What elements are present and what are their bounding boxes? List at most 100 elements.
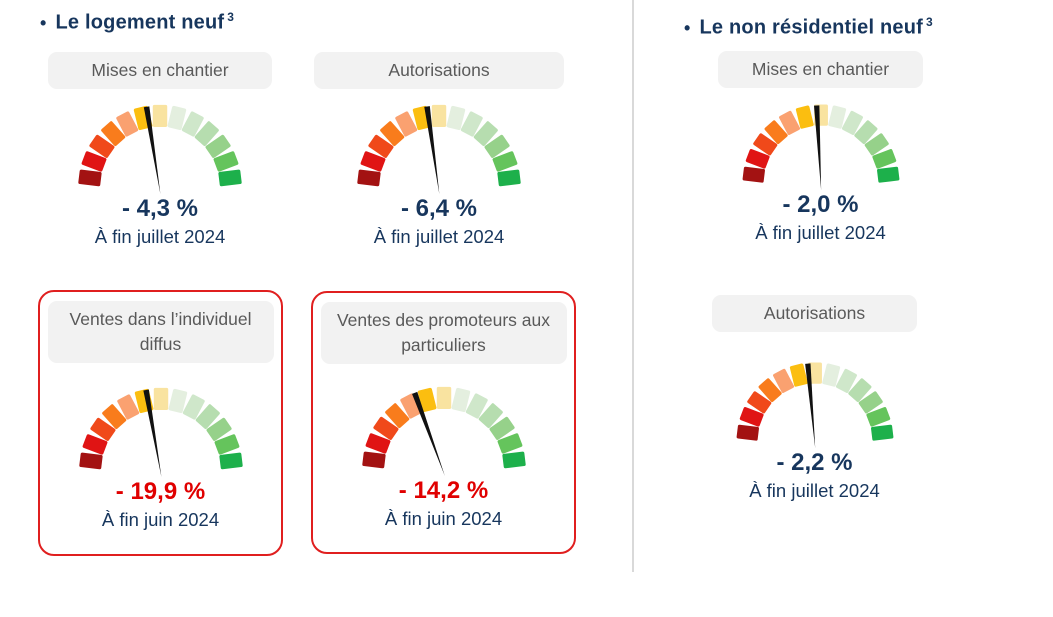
gauge-segment (865, 406, 890, 427)
gauge-segment (858, 391, 883, 414)
gauge-card-logement-autorisations: Autorisations - 6,4 % À fin juillet 2024 (314, 52, 564, 248)
gauge-card-logement-mises-en-chantier: Mises en chantier - 4,3 % À fin juillet 20… (48, 52, 272, 248)
bullet-marker: • (684, 17, 691, 38)
gauge-card-ventes-promoteurs-particuliers: Ventes des promoteurs aux particuliers - … (311, 291, 576, 554)
gauge-segment (357, 169, 381, 187)
gauge-segment (478, 402, 503, 428)
gauge-segment (451, 387, 470, 412)
gauge-label: Ventes des promoteurs aux particuliers (320, 302, 567, 364)
gauge-value: - 6,4 % (400, 194, 478, 222)
gauge-segment (870, 424, 893, 441)
gauge-needle (142, 389, 161, 477)
bullet-marker: • (40, 12, 47, 33)
gauge-value: - 19,9 % (115, 477, 206, 505)
gauge-segment (101, 121, 126, 146)
gauge-segment (489, 416, 515, 440)
gauge-card-nonres-autorisations: Autorisations - 2,2 % À fin juillet 2024 (712, 295, 917, 502)
gauge-caption: À fin juillet 2024 (749, 479, 880, 501)
gauge-segment (864, 133, 889, 156)
gauge-segment (492, 151, 518, 172)
gauge-segment (218, 452, 243, 469)
gauge-value: - 4,3 % (121, 194, 199, 222)
gauge-segment (853, 120, 877, 144)
gauge-segment (821, 363, 840, 387)
gauge-needle (804, 363, 815, 449)
gauge-chart (736, 362, 893, 449)
gauge-label: Ventes dans l’individuel diffus (47, 301, 274, 363)
gauge-chart (742, 104, 899, 191)
gauge-segment (465, 393, 488, 419)
gauge-segment (360, 151, 386, 172)
gauge-segment (497, 169, 521, 187)
gauge-segment (847, 378, 871, 402)
gauge-segment (431, 104, 447, 127)
gauge-segment (778, 110, 800, 135)
gauge-chart (78, 104, 242, 194)
gauge-segment (78, 452, 103, 469)
gauge-caption: À fin juin 2024 (384, 507, 503, 529)
gauge-segment (752, 133, 777, 156)
gauge-card-ventes-individuel-diffus: Ventes dans l’individuel diffus - 19,9 % À… (38, 290, 283, 556)
gauge-value: - 2,2 % (776, 448, 853, 476)
gauge-needle (411, 391, 445, 476)
gauge-segment (167, 105, 187, 130)
footnote-ref: 3 (926, 15, 933, 29)
gauge-needle (813, 105, 821, 191)
gauge-segment (89, 134, 115, 158)
gauge-segment (497, 432, 522, 454)
gauge-segment (81, 151, 107, 172)
section-title-text: Le non résidentiel neuf (699, 16, 924, 39)
gauge-segment (841, 110, 863, 135)
gauge-segment (89, 417, 115, 441)
gauge-segment (807, 362, 822, 384)
gauge-card-nonres-mises-en-chantier: Mises en chantier - 2,0 % À fin juillet 20… (718, 51, 923, 244)
gauge-segment (745, 148, 770, 169)
section-title-logement: • Le logement neuf 3 (40, 10, 234, 35)
gauge-segment (218, 169, 242, 187)
gauge-segment (746, 391, 771, 414)
gauge-segment (395, 111, 418, 137)
gauge-segment (182, 394, 205, 420)
gauge-caption: À fin juillet 2024 (373, 225, 505, 247)
gauge-segment (380, 121, 405, 146)
gauge-segment (501, 451, 526, 468)
gauge-segment (82, 433, 107, 455)
gauge-segment (101, 403, 126, 429)
gauge-chart (357, 104, 521, 194)
gauge-segment (758, 378, 782, 402)
gauge-segment (116, 111, 139, 137)
gauge-segment (871, 148, 896, 169)
gauge-segment (365, 432, 390, 454)
gauge-segment (736, 424, 759, 441)
gauge-segment (181, 111, 204, 137)
gauge-label: Autorisations (712, 295, 917, 332)
gauge-segment (876, 166, 899, 183)
gauge-segment (739, 406, 764, 427)
gauge-segment (213, 151, 239, 172)
gauge-segment (195, 403, 220, 429)
gauge-segment (372, 416, 398, 440)
gauge-segment (460, 111, 483, 137)
section-divider (632, 0, 634, 572)
gauge-segment (789, 363, 808, 387)
gauge-caption: À fin juillet 2024 (94, 225, 226, 247)
gauge-segment (473, 121, 498, 146)
gauge-segment (368, 134, 394, 158)
gauge-segment (152, 104, 168, 127)
gauge-caption: À fin juillet 2024 (755, 221, 886, 243)
gauge-label: Mises en chantier (718, 51, 923, 88)
gauge-segment (835, 368, 857, 393)
gauge-segment (78, 169, 102, 187)
gauge-segment (436, 386, 451, 409)
section-title-non-residentiel: • Le non résidentiel neuf 3 (684, 15, 933, 40)
gauge-value: - 2,0 % (782, 190, 859, 218)
gauge-segment (361, 451, 386, 468)
gauge-segment (194, 121, 219, 146)
gauge-segment (168, 388, 187, 413)
gauge-segment (417, 387, 436, 412)
gauge-caption: À fin juin 2024 (101, 508, 220, 530)
gauge-segment (742, 166, 765, 183)
gauge-label: Autorisations (314, 52, 564, 89)
gauge-chart (361, 386, 526, 476)
